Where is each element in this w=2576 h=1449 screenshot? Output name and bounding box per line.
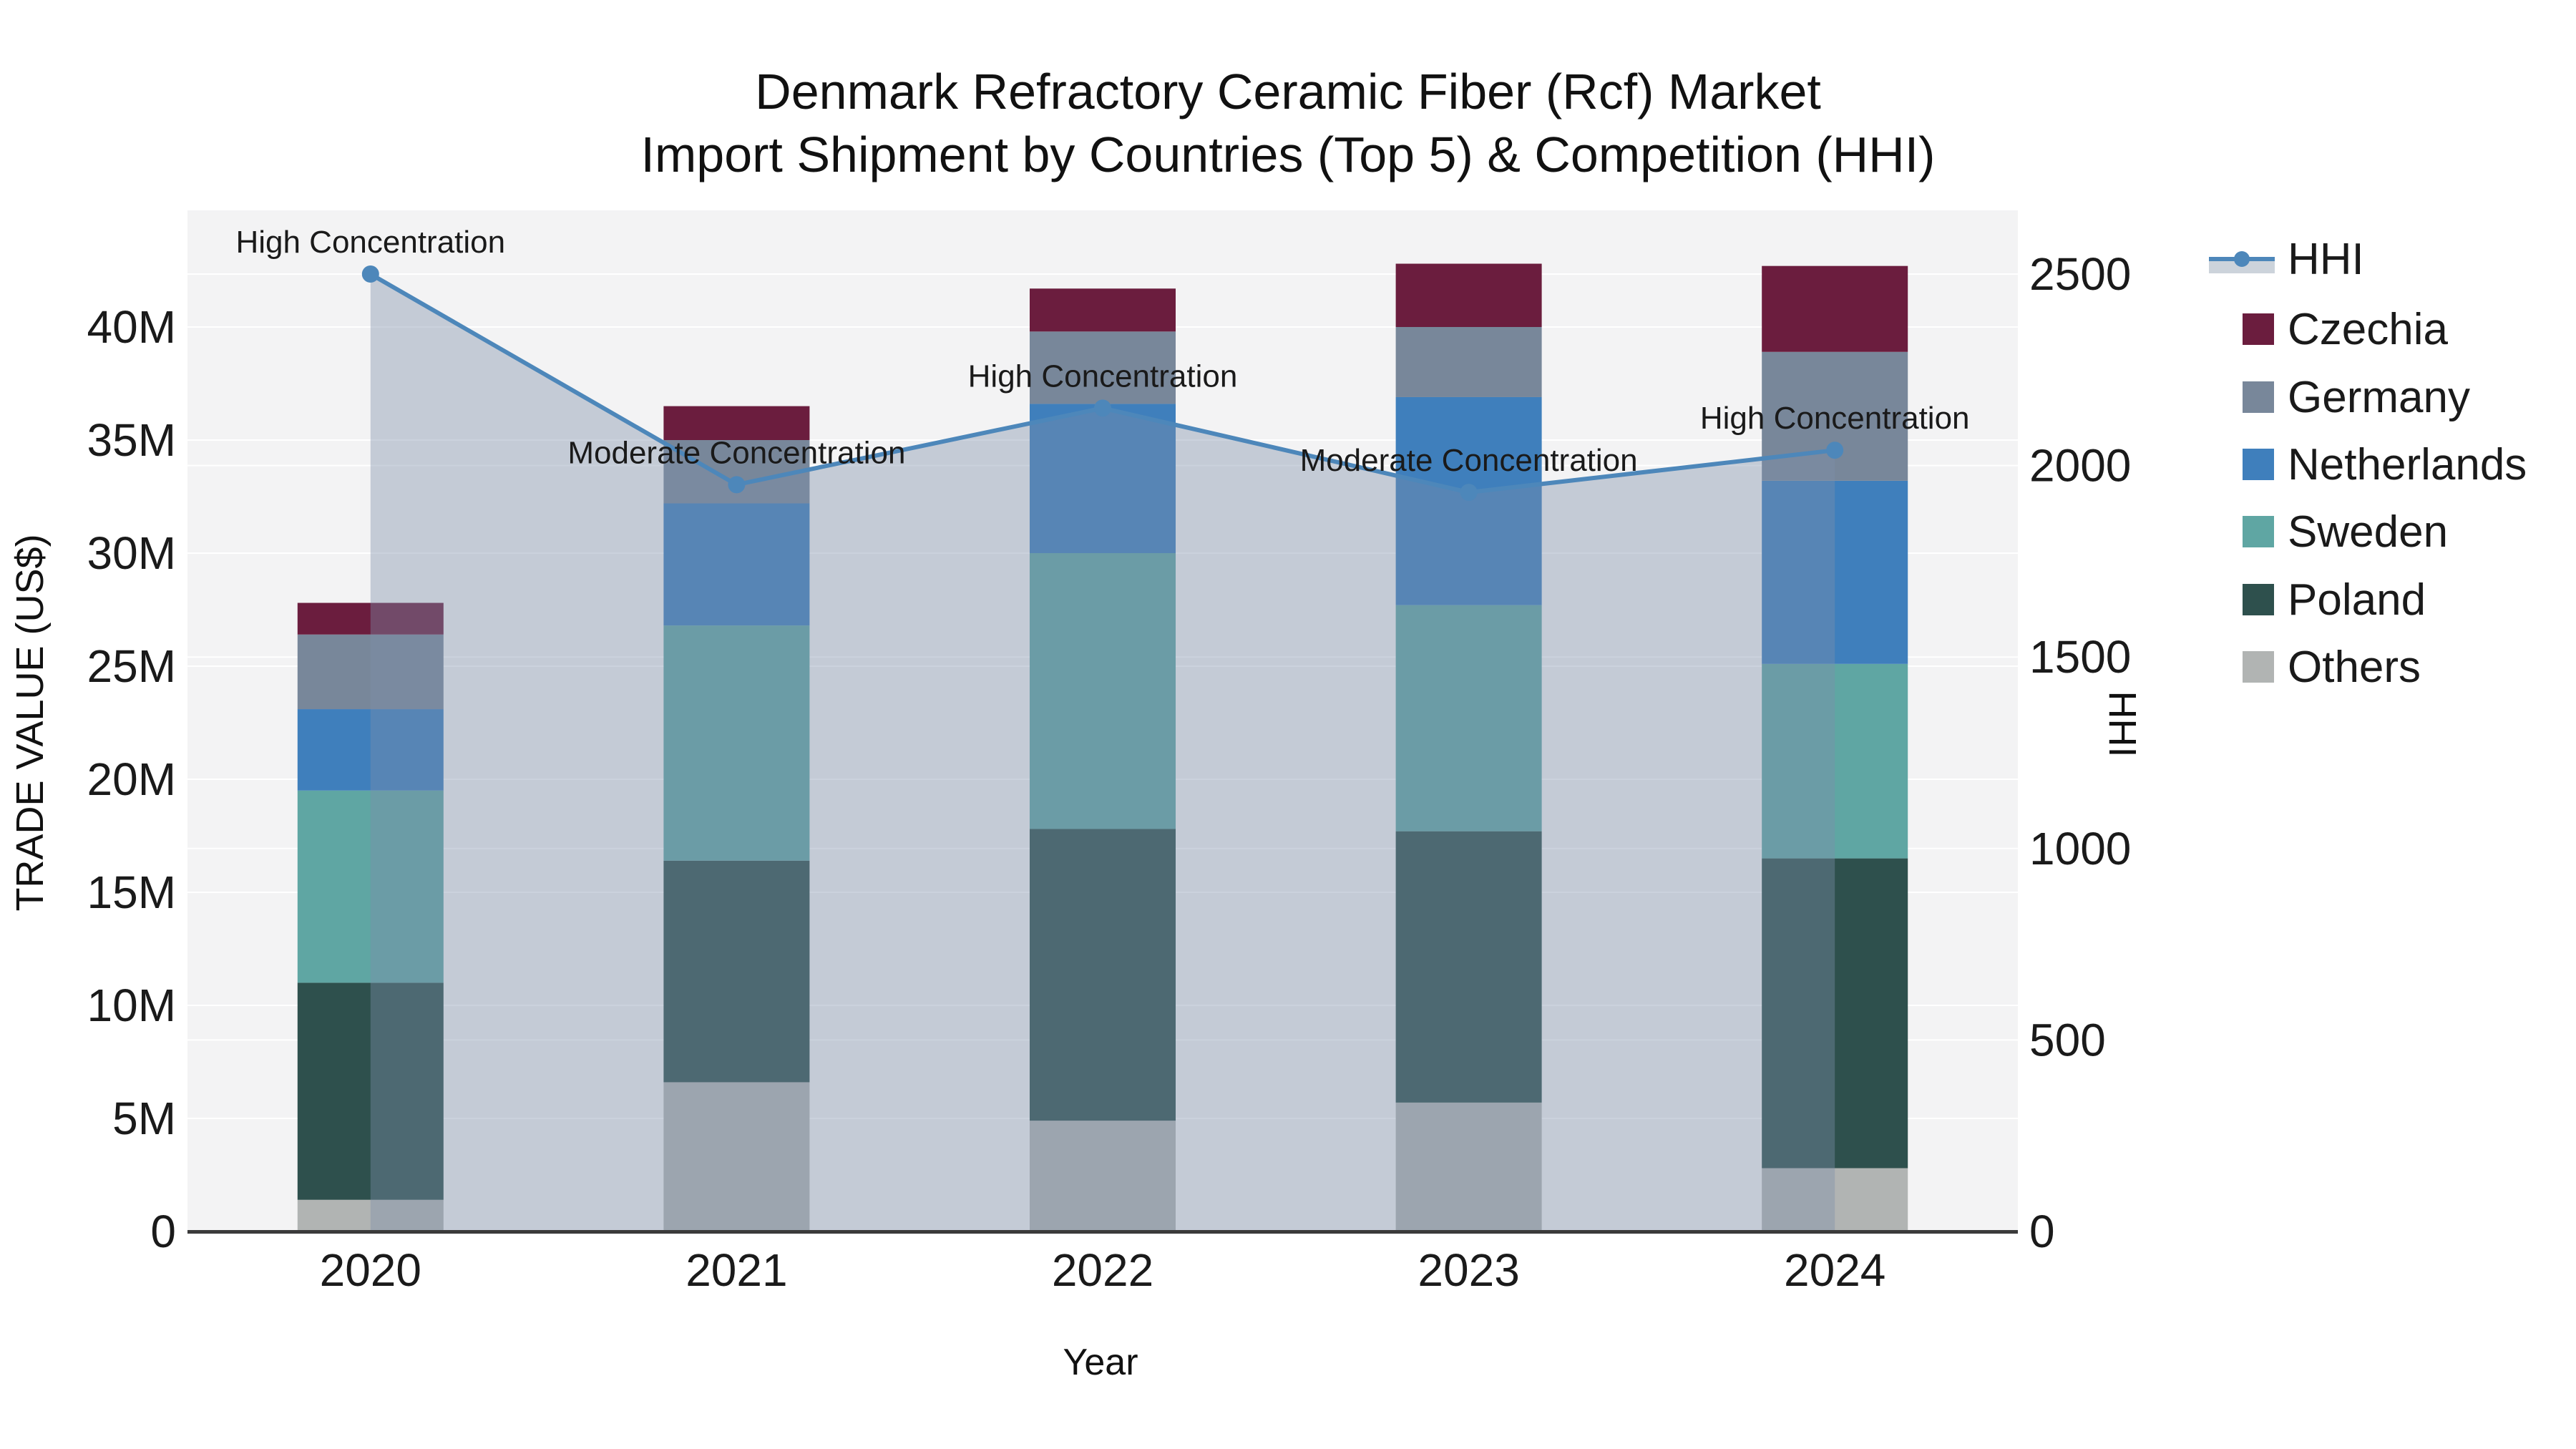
y-left-tick-30M: 30M [87,527,177,579]
y-right-tick-1500: 1500 [2029,631,2131,683]
bar-segment-sweden-2021[interactable] [663,625,810,861]
netherlands-color-swatch-icon [2243,449,2274,480]
bar-segment-czechia-2024[interactable] [1762,265,1908,352]
bar-segment-others-2020[interactable] [297,1199,444,1231]
bar-segment-germany-2020[interactable] [297,634,444,710]
hhi-marker-2021[interactable] [728,476,746,494]
legend-label: Netherlands [2288,439,2527,489]
bar-segment-germany-2023[interactable] [1395,327,1542,397]
bar-segment-others-2023[interactable] [1395,1102,1542,1231]
x-tick-2024: 2024 [1784,1244,1885,1296]
bar-segment-netherlands-2021[interactable] [663,503,810,626]
legend-item-poland[interactable]: Poland [2209,575,2426,625]
bar-segment-czechia-2022[interactable] [1030,288,1176,332]
bar-segment-others-2024[interactable] [1762,1168,1908,1231]
legend-label: Sweden [2288,507,2449,557]
x-tick-2022: 2022 [1052,1244,1153,1296]
legend-label: Poland [2288,575,2426,625]
y-left-tick-20M: 20M [87,753,177,805]
annotation-2024: High Concentration [1700,401,1970,436]
legend-label: HHI [2288,234,2364,284]
hhi-markers [361,265,1844,502]
bar-segment-germany-2022[interactable] [1030,331,1176,404]
legend-label: Czechia [2288,304,2448,354]
legend-item-sweden[interactable]: Sweden [2209,507,2448,557]
hhi-line-legend-sample [2209,243,2275,275]
bar-segment-czechia-2023[interactable] [1395,263,1542,327]
legend: HHI Czechia Germany Netherlands Sweden Poland… [2209,215,2567,716]
legend-item-others[interactable]: Others [2209,642,2421,692]
annotations: High Concentration Moderate Concentration… [235,225,1969,478]
others-color-swatch-icon [2243,651,2274,683]
x-tick-2020: 2020 [320,1244,421,1296]
tick-labels: 0 5M 10M 15M 20M 25M 30M 35M 40M 0 500 1000 1500 2000… [87,248,2132,1296]
bar-segment-poland-2021[interactable] [663,860,810,1083]
bar-segment-sweden-2023[interactable] [1395,605,1542,831]
hhi-marker-2022[interactable] [1094,399,1111,417]
legend-item-netherlands[interactable]: Netherlands [2209,439,2527,489]
annotation-2020: High Concentration [235,225,505,260]
y-left-tick-5M: 5M [112,1093,176,1144]
y-left-tick-40M: 40M [87,301,177,353]
bar-segment-netherlands-2024[interactable] [1762,480,1908,664]
x-axis-title: Year [1063,1342,1138,1383]
bar-segment-czechia-2021[interactable] [663,406,810,440]
legend-item-germany[interactable]: Germany [2209,372,2470,422]
chart-title: Denmark Refractory Ceramic Fiber (Rcf) M… [0,60,2576,186]
bar-segment-sweden-2020[interactable] [297,790,444,983]
bar-segment-others-2021[interactable] [663,1082,810,1231]
y-right-tick-1000: 1000 [2029,823,2131,874]
poland-color-swatch-icon [2243,584,2274,615]
x-tick-2023: 2023 [1418,1244,1519,1296]
bar-segment-poland-2024[interactable] [1762,858,1908,1169]
stacked-bars [297,263,1908,1231]
y-right-tick-0: 0 [2029,1206,2055,1257]
y-right-tick-2500: 2500 [2029,248,2131,300]
hhi-marker-2023[interactable] [1460,484,1478,502]
bar-segment-sweden-2024[interactable] [1762,663,1908,859]
bar-segment-germany-2024[interactable] [1762,351,1908,481]
y-left-tick-0: 0 [150,1206,176,1257]
y-right-tick-500: 500 [2029,1014,2106,1065]
chart-title-line1: Denmark Refractory Ceramic Fiber (Rcf) M… [755,64,1821,119]
bar-segment-netherlands-2022[interactable] [1030,404,1176,553]
y-left-tick-25M: 25M [87,640,177,692]
czechia-color-swatch-icon [2243,313,2274,345]
hhi-marker-2020[interactable] [361,265,379,283]
bar-segment-czechia-2020[interactable] [297,602,444,635]
y-axis-title-right: HHI [2101,691,2144,758]
bar-segment-poland-2023[interactable] [1395,831,1542,1103]
legend-label: Others [2288,642,2421,692]
annotation-2022: High Concentration [968,358,1238,394]
y-left-tick-15M: 15M [87,867,177,918]
x-tick-2021: 2021 [686,1244,787,1296]
sweden-color-swatch-icon [2243,516,2274,547]
legend-label: Germany [2288,372,2470,422]
hhi-area-fill [370,274,1835,1231]
hhi-marker-2024[interactable] [1826,441,1844,459]
y-axis-title-left: TRADE VALUE (US$) [9,534,52,912]
bar-segment-sweden-2022[interactable] [1030,553,1176,829]
legend-item-czechia[interactable]: Czechia [2209,304,2448,354]
bar-segment-others-2022[interactable] [1030,1121,1176,1231]
y-left-tick-10M: 10M [87,980,177,1031]
legend-marker-dot [2234,251,2250,267]
legend-item-hhi[interactable]: HHI [2209,234,2364,284]
bar-segment-poland-2020[interactable] [297,982,444,1200]
annotation-2023: Moderate Concentration [1300,443,1638,478]
y-left-tick-35M: 35M [87,414,177,466]
chart-title-line2: Import Shipment by Countries (Top 5) & C… [640,127,1936,182]
bar-segment-netherlands-2023[interactable] [1395,396,1542,605]
bar-segment-netherlands-2020[interactable] [297,709,444,791]
y-right-tick-2000: 2000 [2029,440,2131,492]
germany-color-swatch-icon [2243,381,2274,413]
bar-segment-poland-2022[interactable] [1030,829,1176,1121]
annotation-2021: Moderate Concentration [567,435,905,470]
x-axis-line [187,1230,2018,1234]
